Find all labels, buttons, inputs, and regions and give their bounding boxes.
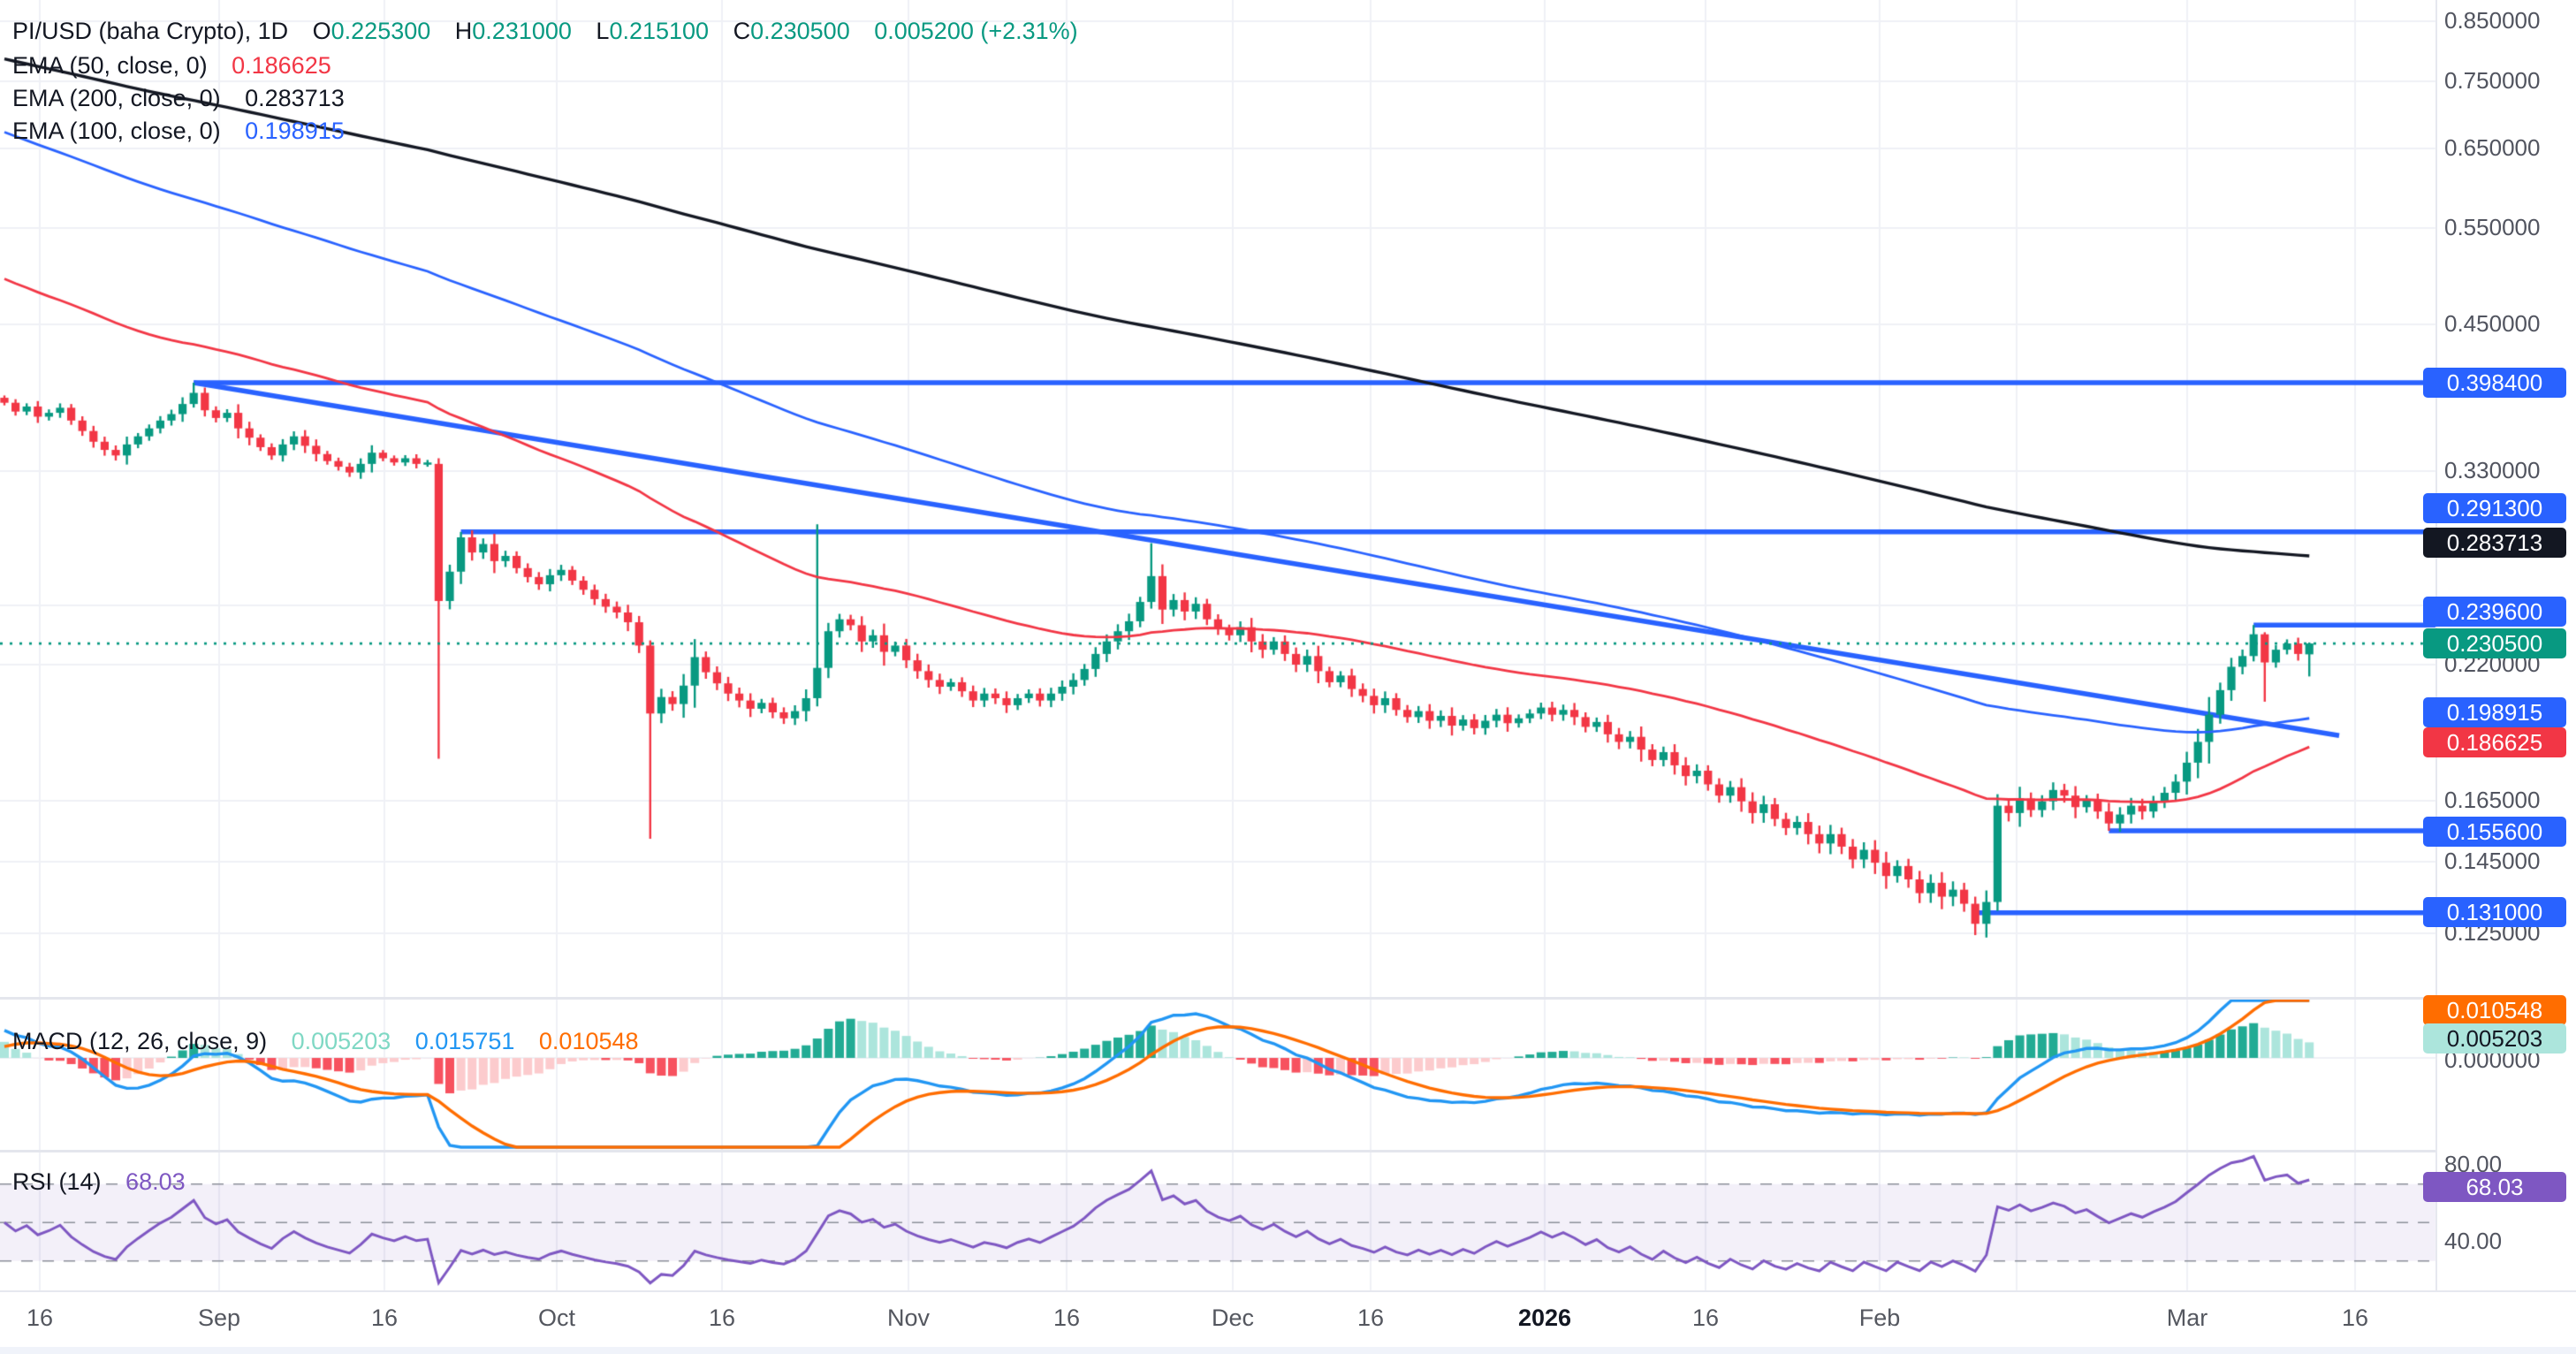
ema50-value: 0.186625	[232, 52, 331, 79]
time-axis-label: 16	[1356, 1305, 1385, 1331]
price-label-pill: 0.010548	[2423, 995, 2566, 1025]
price-label-pill: 0.186625	[2423, 727, 2566, 757]
price-axis-label: 0.550000	[2444, 214, 2541, 240]
price-label-pill: 0.398400	[2423, 368, 2566, 398]
macd-name: MACD (12, 26, close, 9)	[12, 1028, 268, 1054]
ema100-legend-row[interactable]: EMA (100, close, 0) 0.198915	[12, 118, 345, 145]
time-axis-label: Oct	[537, 1305, 576, 1331]
time-axis-label: Feb	[1858, 1305, 1901, 1331]
time-axis-label: Sep	[197, 1305, 241, 1331]
ema200-name: EMA (200, close, 0)	[12, 85, 221, 111]
low-value: 0.215100	[609, 18, 710, 44]
time-axis-label: 2026	[1517, 1305, 1572, 1331]
time-axis-label: 16	[708, 1305, 736, 1331]
close-label: C	[733, 18, 751, 44]
rsi-name: RSI (14)	[12, 1168, 102, 1195]
price-axis-label: 0.450000	[2444, 310, 2541, 337]
time-axis-label: 16	[1691, 1305, 1720, 1331]
high-value: 0.231000	[472, 18, 572, 44]
time-axis-label: 16	[1052, 1305, 1081, 1331]
time-axis[interactable]: 16 Sep 16 Oct 16 Nov 16 Dec 16 2026 16 Feb Mar 16	[0, 1290, 2576, 1349]
time-axis-label: Dec	[1211, 1305, 1255, 1331]
price-axis-label: 40.00	[2444, 1228, 2503, 1254]
price-label-pill: 0.291300	[2423, 493, 2566, 523]
pane-divider-macd[interactable]	[0, 997, 2435, 1000]
ema50-legend-row[interactable]: EMA (50, close, 0) 0.186625	[12, 52, 331, 80]
rsi-legend-row[interactable]: RSI (14) 68.03	[12, 1168, 186, 1196]
high-label: H	[454, 18, 473, 44]
ema100-value: 0.198915	[245, 118, 345, 144]
price-label-pill: 68.03	[2423, 1172, 2566, 1202]
time-axis-label: Nov	[886, 1305, 931, 1331]
price-axis-label: 0.850000	[2444, 7, 2541, 34]
price-label-pill: 0.239600	[2423, 597, 2566, 627]
macd-line-value: 0.015751	[414, 1028, 515, 1054]
price-axis-label: 0.750000	[2444, 67, 2541, 94]
open-label: O	[312, 18, 331, 44]
price-label-pill: 0.155600	[2423, 817, 2566, 847]
symbol-title: PI/USD (baha Crypto), 1D	[12, 18, 289, 44]
price-axis-label: 0.165000	[2444, 787, 2541, 813]
symbol-legend-row[interactable]: PI/USD (baha Crypto), 1D O0.225300 H0.23…	[12, 18, 1078, 45]
price-label-pill: 0.283713	[2423, 528, 2566, 558]
time-axis-label: 16	[26, 1305, 54, 1331]
ema100-name: EMA (100, close, 0)	[12, 118, 221, 144]
price-label-pill: 0.198915	[2423, 697, 2566, 727]
ema50-name: EMA (50, close, 0)	[12, 52, 208, 79]
rsi-value: 68.03	[125, 1168, 186, 1195]
time-axis-label: 16	[370, 1305, 399, 1331]
price-axis[interactable]: 0.850000 0.750000 0.650000 0.550000 0.450000…	[2423, 0, 2576, 1290]
change-value: 0.005200 (+2.31%)	[874, 18, 1078, 44]
macd-hist-value: 0.005203	[291, 1028, 391, 1054]
macd-signal-value: 0.010548	[538, 1028, 639, 1054]
close-value: 0.230500	[750, 18, 850, 44]
open-value: 0.225300	[331, 18, 431, 44]
time-axis-label: 16	[2341, 1305, 2369, 1331]
horizontal-scrollbar[interactable]	[0, 1347, 2576, 1354]
macd-legend-row[interactable]: MACD (12, 26, close, 9) 0.005203 0.01575…	[12, 1028, 639, 1055]
price-label-pill: 0.131000	[2423, 897, 2566, 927]
price-label-pill: 0.230500	[2423, 628, 2566, 658]
ema200-legend-row[interactable]: EMA (200, close, 0) 0.283713	[12, 85, 345, 112]
pane-divider-rsi[interactable]	[0, 1150, 2435, 1152]
price-axis-label: 0.145000	[2444, 848, 2541, 874]
time-axis-label: Mar	[2166, 1305, 2208, 1331]
price-axis-label: 0.330000	[2444, 457, 2541, 483]
ema200-value: 0.283713	[245, 85, 345, 111]
price-label-pill: 0.005203	[2423, 1023, 2566, 1054]
low-label: L	[596, 18, 610, 44]
price-axis-label: 0.650000	[2444, 134, 2541, 161]
